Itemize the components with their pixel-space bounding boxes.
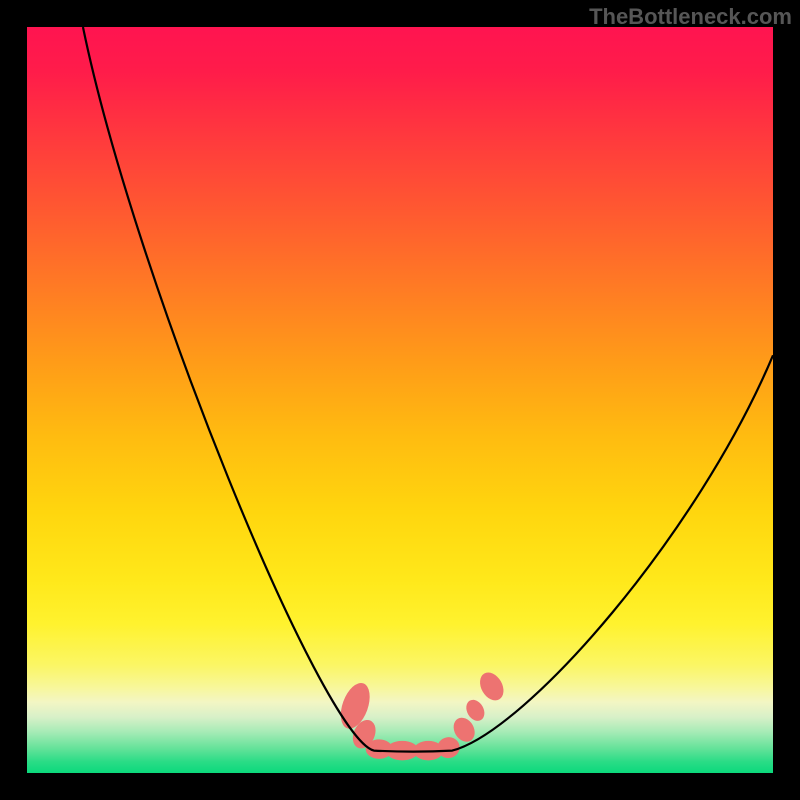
watermark-text: TheBottleneck.com xyxy=(589,4,792,30)
chart-svg xyxy=(27,27,773,773)
gradient-background xyxy=(27,27,773,773)
plot-area xyxy=(27,27,773,773)
